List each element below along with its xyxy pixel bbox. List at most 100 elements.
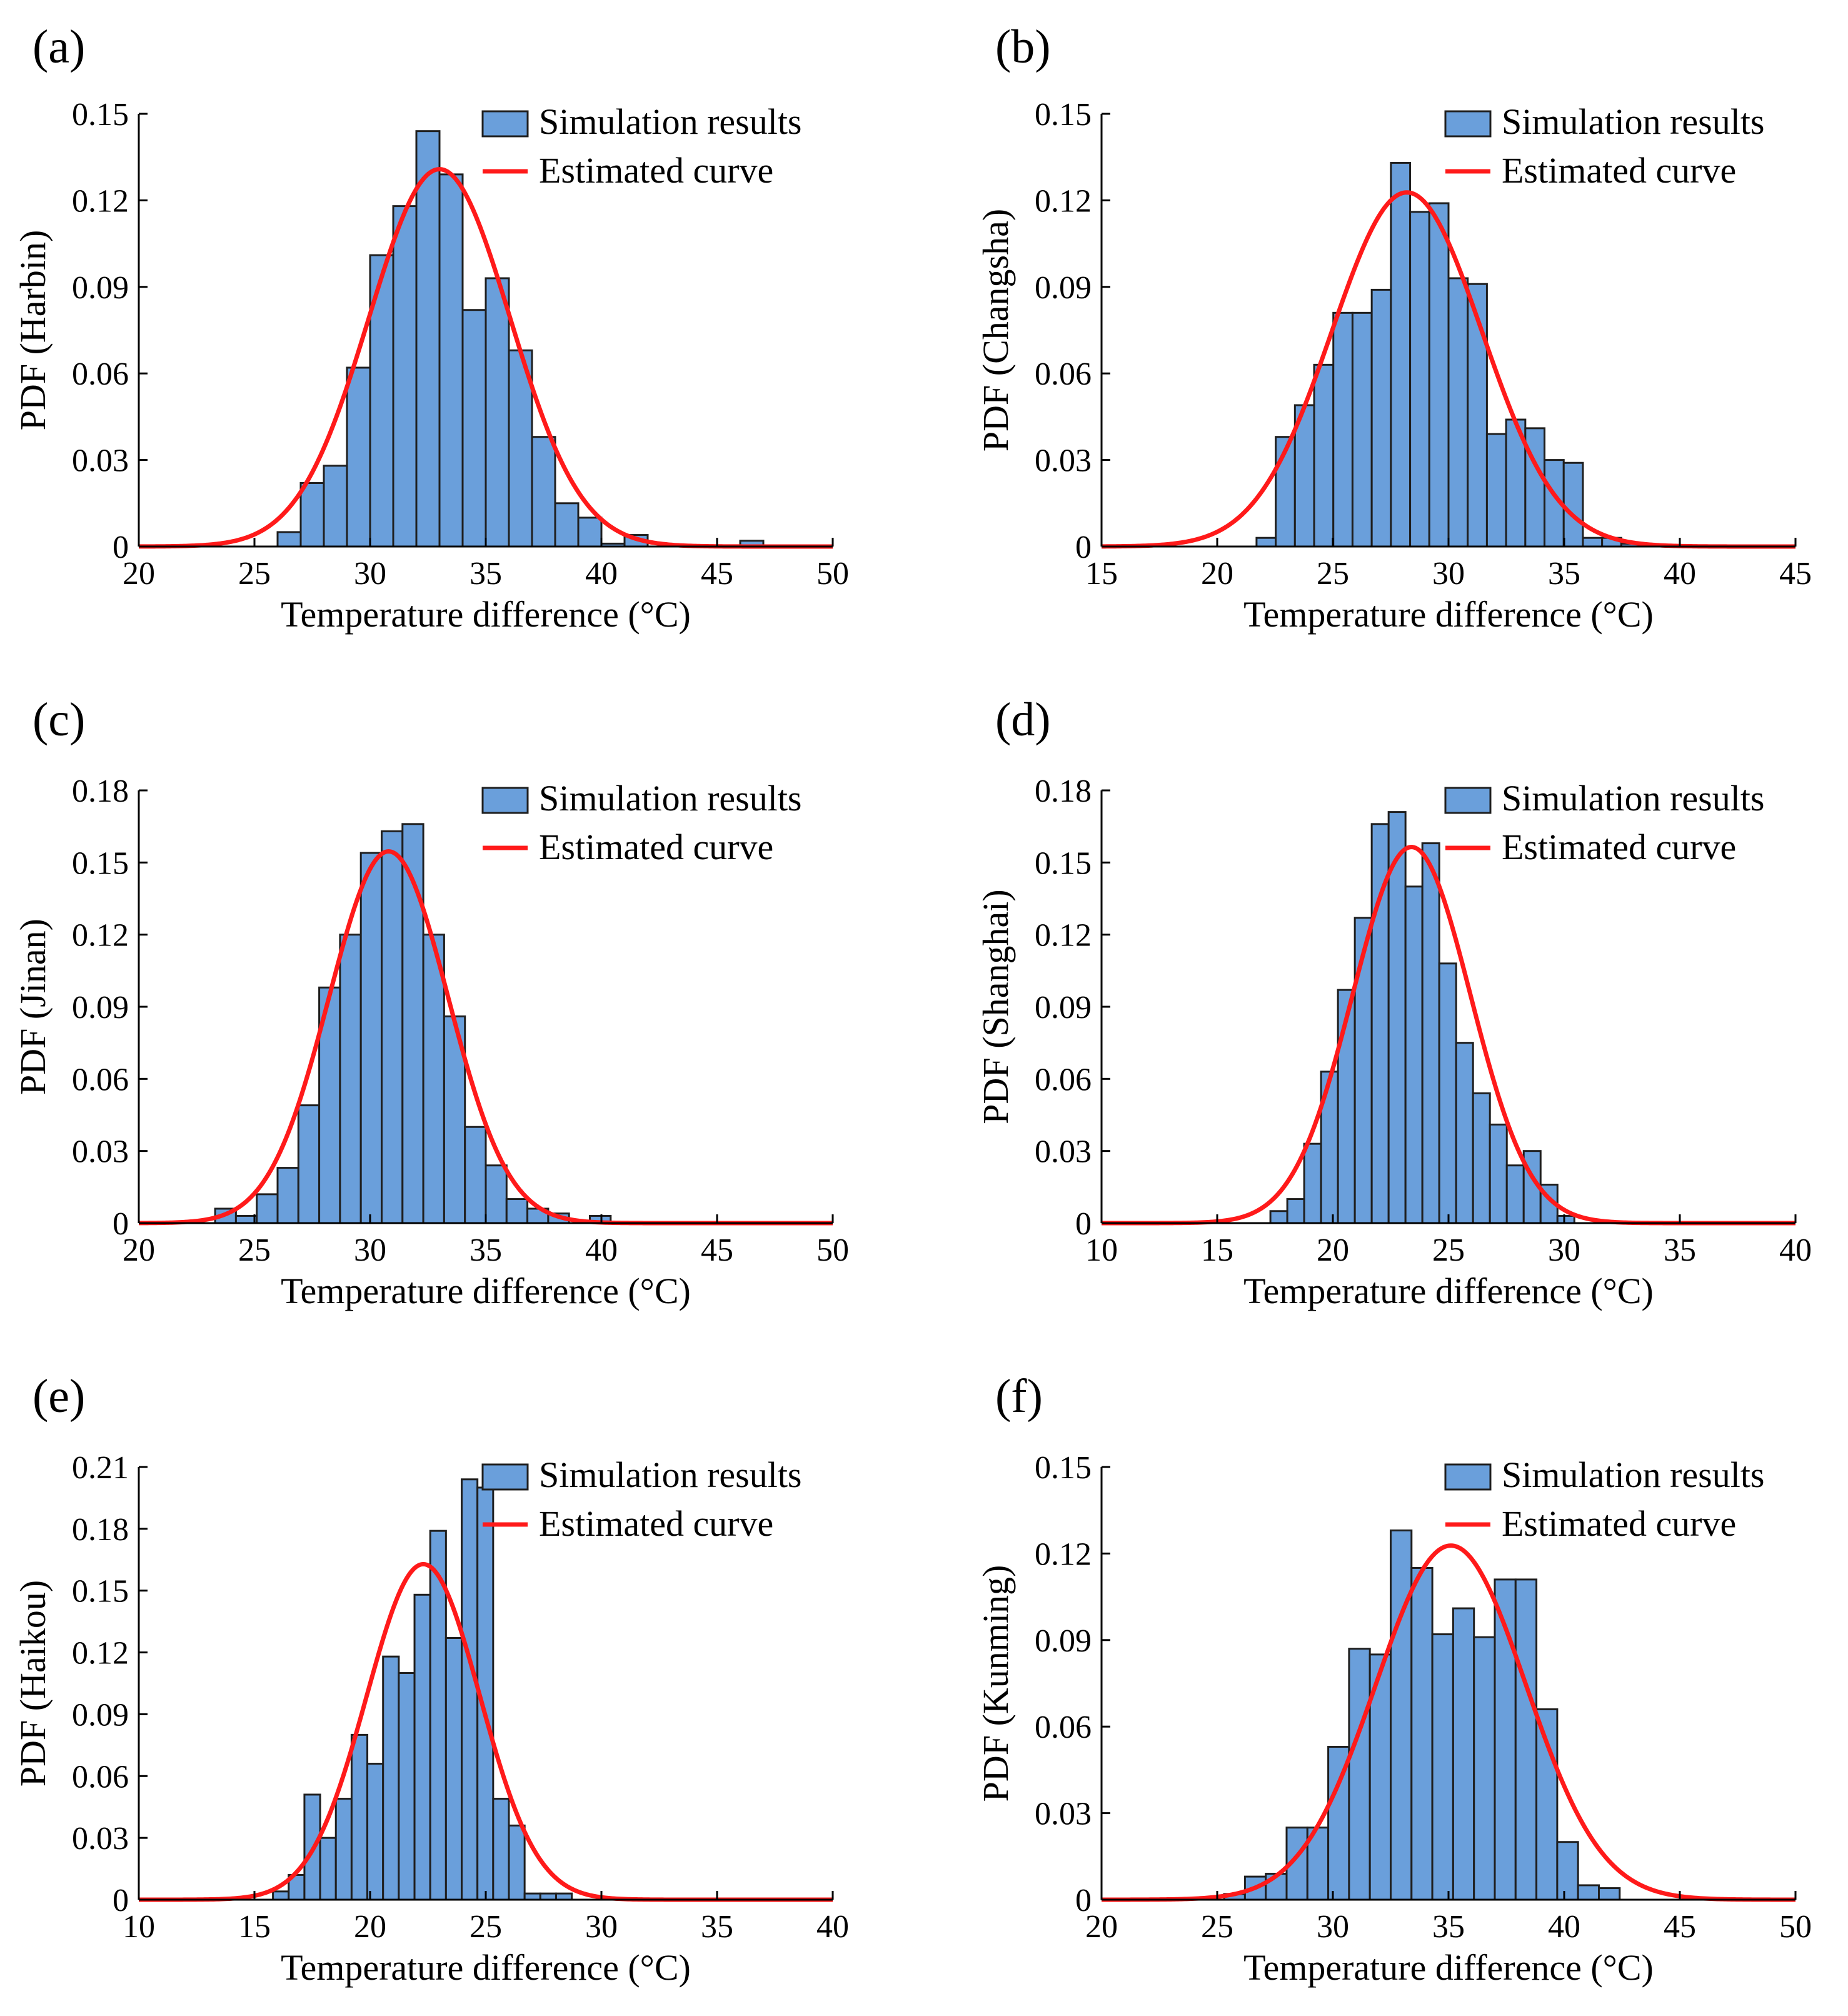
y-tick-label: 0.06 <box>72 1759 129 1795</box>
x-tick-label: 35 <box>701 1909 733 1945</box>
histogram-bar <box>461 309 487 548</box>
y-axis-label: PDF (Changsha) <box>975 209 1016 451</box>
x-tick-label: 15 <box>238 1909 271 1945</box>
histogram-bar <box>1332 311 1353 548</box>
x-tick-label: 30 <box>1317 1909 1349 1945</box>
legend-label-simulation: Simulation results <box>1502 101 1765 142</box>
histogram-bar <box>1255 537 1277 548</box>
x-tick-label: 40 <box>816 1909 849 1945</box>
y-tick-label: 0.15 <box>1035 1450 1092 1486</box>
x-axis-label: Temperature difference (°C) <box>1243 1271 1654 1311</box>
legend-label-simulation: Simulation results <box>539 101 802 142</box>
y-tick-label: 0.06 <box>1035 1062 1092 1097</box>
x-tick-label: 35 <box>1548 556 1580 592</box>
histogram-bar <box>464 1126 487 1224</box>
histogram-bar <box>1485 433 1507 548</box>
y-tick-label: 0 <box>1075 1883 1092 1918</box>
histogram-bar <box>1447 277 1469 548</box>
y-axis-label: PDF (Kunming) <box>975 1565 1016 1802</box>
histogram-bar <box>461 1478 479 1901</box>
chart-panel-b: (b) 15 20 25 30 35 40 45 0 0.03 0.06 0.09 0.12 0.15 Te… <box>975 21 1812 635</box>
y-tick-label: 0.03 <box>1035 1797 1092 1832</box>
legend-swatch-bar <box>481 110 529 138</box>
y-tick-label: 0.18 <box>72 1512 129 1548</box>
legend-swatch-bar <box>481 787 529 814</box>
y-axis-label: PDF (Harbin) <box>13 230 53 431</box>
legend-label-simulation: Simulation results <box>539 778 802 819</box>
histogram-bar <box>1353 917 1373 1224</box>
x-tick-label: 50 <box>1779 1909 1812 1945</box>
histogram-bar <box>1438 962 1457 1224</box>
histogram-bar <box>485 277 510 548</box>
x-tick-label: 20 <box>1085 1909 1118 1945</box>
histogram-bar <box>492 1798 510 1901</box>
histogram-bar <box>1582 537 1604 548</box>
chart-panel-e: (e) 10 15 20 25 30 35 40 0 0.03 0.06 0.09 0.12 0.15 0.… <box>13 1370 849 1988</box>
histogram-bar <box>297 1104 321 1224</box>
x-tick-label: 20 <box>1317 1232 1349 1268</box>
y-tick-label: 0.15 <box>1035 97 1092 133</box>
x-tick-label: 20 <box>123 1232 155 1268</box>
x-tick-label: 35 <box>470 556 502 592</box>
panel-label: (d) <box>995 693 1051 746</box>
panel-label: (f) <box>995 1370 1043 1423</box>
legend-swatch-bar <box>1444 110 1492 138</box>
x-tick-label: 30 <box>585 1909 618 1945</box>
histogram-bar <box>381 830 404 1224</box>
x-tick-label: 30 <box>1432 556 1465 592</box>
panel-label: (b) <box>995 21 1051 73</box>
histogram-bar <box>577 517 603 548</box>
chart-panel-d: (d) 10 15 20 25 30 35 40 0 0.03 0.06 0.09 0.12 0.15 0.… <box>975 693 1812 1311</box>
histogram-bar <box>276 1167 299 1224</box>
histogram-bar <box>1313 363 1335 548</box>
histogram-bar <box>1387 811 1407 1224</box>
histogram-bar <box>1452 1607 1475 1901</box>
panel-label: (a) <box>33 21 85 73</box>
y-tick-label: 0.21 <box>72 1450 129 1486</box>
panel-label: (e) <box>33 1370 85 1423</box>
y-tick-label: 0 <box>113 1206 129 1242</box>
histogram-bar <box>299 482 325 548</box>
x-tick-label: 15 <box>1085 556 1118 592</box>
x-tick-label: 25 <box>1432 1232 1465 1268</box>
y-axis-label: PDF (Jinan) <box>13 919 53 1095</box>
x-tick-label: 25 <box>238 556 271 592</box>
histogram-bar <box>1514 1578 1538 1901</box>
histogram-bar <box>444 1637 463 1901</box>
x-tick-label: 45 <box>701 1232 733 1268</box>
histogram-bar <box>382 1655 400 1901</box>
histogram-bar <box>256 1193 279 1224</box>
x-tick-label: 35 <box>1664 1232 1696 1268</box>
legend-label-curve: Estimated curve <box>539 1503 773 1544</box>
y-tick-label: 0.03 <box>72 1821 129 1857</box>
y-tick-label: 0.12 <box>72 918 129 954</box>
y-axis-label: PDF (Haikou) <box>13 1580 53 1787</box>
histogram-bar <box>1390 161 1412 548</box>
y-tick-label: 0.15 <box>72 845 129 881</box>
histogram-bar <box>413 1593 431 1901</box>
y-tick-label: 0.12 <box>1035 1536 1092 1572</box>
x-tick-label: 10 <box>123 1909 155 1945</box>
x-tick-label: 30 <box>1548 1232 1580 1268</box>
legend-label-curve: Estimated curve <box>539 150 773 191</box>
x-tick-label: 20 <box>123 556 155 592</box>
x-tick-label: 40 <box>585 556 618 592</box>
x-tick-label: 25 <box>238 1232 271 1268</box>
histogram-bar <box>1370 288 1392 548</box>
x-tick-label: 50 <box>816 1232 849 1268</box>
legend: Simulation results Estimated curve <box>1444 1454 1765 1544</box>
y-tick-label: 0.09 <box>72 990 129 1026</box>
histogram-bar <box>323 465 348 548</box>
y-tick-label: 0.09 <box>1035 270 1092 306</box>
legend: Simulation results Estimated curve <box>1444 101 1765 191</box>
histogram-bar <box>359 852 383 1224</box>
histogram-bar <box>1577 1884 1600 1901</box>
x-tick-label: 40 <box>1779 1232 1812 1268</box>
y-tick-label: 0.03 <box>72 1134 129 1170</box>
x-axis-label: Temperature difference (°C) <box>281 594 691 635</box>
histogram-bar <box>339 934 362 1224</box>
y-tick-label: 0.09 <box>1035 990 1092 1026</box>
histogram-bar <box>1556 1841 1579 1901</box>
histogram-bar <box>1598 1887 1621 1901</box>
